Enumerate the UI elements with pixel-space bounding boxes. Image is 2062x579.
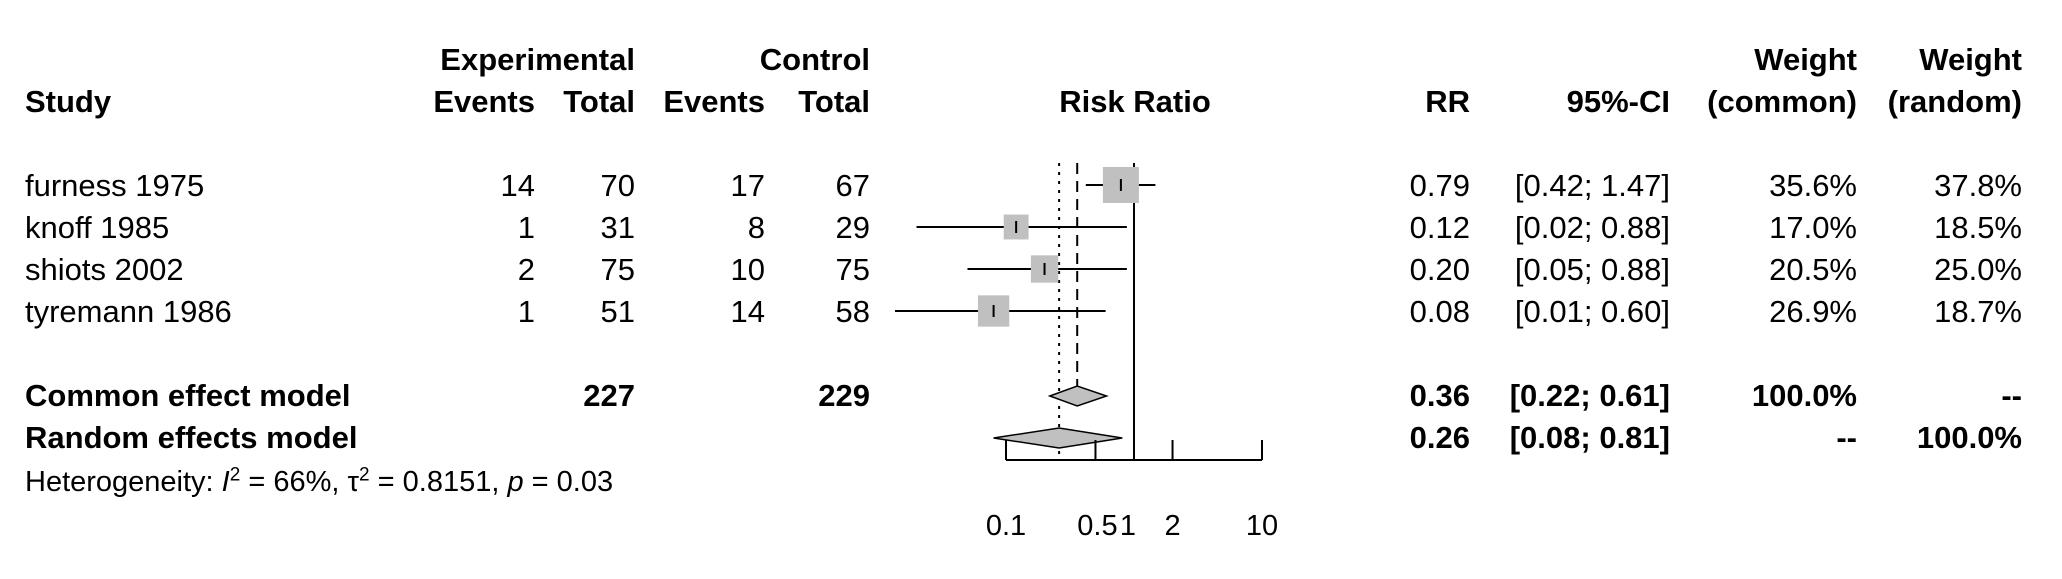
x-axis-tick-label: 2	[1164, 510, 1180, 542]
ci-value: [0.02; 0.88]	[1514, 210, 1670, 245]
common-exp-total: 227	[583, 378, 635, 413]
rr-value: 0.08	[1409, 294, 1470, 329]
ctrl-total: 58	[835, 294, 870, 329]
common-ctrl-total: 229	[818, 378, 870, 413]
common-weight-random: --	[2001, 378, 2022, 413]
x-axis-tick-label: 0.1	[986, 510, 1026, 542]
ctrl-events: 8	[747, 210, 765, 245]
random-weight-random: 100.0%	[1916, 420, 2022, 455]
exp-events: 1	[517, 210, 535, 245]
header-control: Control	[759, 42, 870, 77]
exp-events: 2	[517, 252, 535, 287]
weight-random-value: 18.5%	[1934, 210, 2022, 245]
header-weight-common: (common)	[1707, 84, 1857, 119]
exp-total: 51	[600, 294, 635, 329]
header-experimental: Experimental	[440, 42, 635, 77]
tau-squared-value: = 0.8151,	[369, 466, 508, 498]
weight-common-value: 20.5%	[1769, 252, 1857, 287]
heterogeneity-text: Heterogeneity: I2 = 66%, τ2 = 0.8151, p …	[25, 465, 614, 498]
ctrl-events: 10	[730, 252, 765, 287]
ctrl-events: 14	[730, 294, 765, 329]
weight-random-value: 25.0%	[1934, 252, 2022, 287]
exp-total: 70	[600, 168, 635, 203]
weight-common-value: 17.0%	[1769, 210, 1857, 245]
i-squared-symbol: I	[221, 466, 230, 498]
random-rr: 0.26	[1409, 420, 1470, 455]
i-squared-value: = 66%,	[240, 466, 348, 498]
common-effect-diamond	[1047, 385, 1109, 407]
rr-value: 0.12	[1409, 210, 1470, 245]
ci-value: [0.42; 1.47]	[1514, 168, 1670, 203]
tau-squared-symbol: τ	[347, 466, 359, 498]
exp-total: 75	[600, 252, 635, 287]
common-rr: 0.36	[1409, 378, 1470, 413]
header-risk-ratio: Risk Ratio	[1059, 84, 1211, 119]
x-axis-tick-label: 1	[1120, 510, 1136, 542]
header-ctrl-total: Total	[798, 84, 870, 119]
p-symbol: p	[507, 466, 524, 498]
ctrl-total: 29	[835, 210, 870, 245]
common-weight-common: 100.0%	[1751, 378, 1857, 413]
ctrl-total: 67	[835, 168, 870, 203]
common-model-name: Common effect model	[25, 378, 351, 413]
header-weight-random: (random)	[1887, 84, 2022, 119]
exp-events: 14	[500, 168, 535, 203]
weight-common-value: 26.9%	[1769, 294, 1857, 329]
header-ci: 95%-CI	[1566, 84, 1670, 119]
ci-value: [0.05; 0.88]	[1514, 252, 1670, 287]
weight-random-value: 37.8%	[1934, 168, 2022, 203]
ctrl-total: 75	[835, 252, 870, 287]
random-model-name: Random effects model	[25, 420, 358, 455]
rr-value: 0.79	[1409, 168, 1470, 203]
study-name: knoff 1985	[25, 210, 170, 245]
study-name: tyremann 1986	[25, 294, 232, 329]
exp-events: 1	[517, 294, 535, 329]
header-weight-common-title: Weight	[1754, 42, 1857, 77]
header-exp-total: Total	[563, 84, 635, 119]
i-squared-sup: 2	[229, 464, 241, 486]
tau-squared-sup: 2	[359, 464, 370, 486]
p-value: = 0.03	[523, 466, 614, 498]
x-axis-tick-label: 10	[1246, 510, 1278, 542]
study-name: furness 1975	[25, 168, 205, 203]
exp-total: 31	[600, 210, 635, 245]
ctrl-events: 17	[730, 168, 765, 203]
weight-random-value: 18.7%	[1934, 294, 2022, 329]
random-ci: [0.08; 0.81]	[1509, 420, 1670, 455]
header-study: Study	[25, 84, 112, 119]
x-axis-tick-label: 0.5	[1077, 510, 1117, 542]
ci-value: [0.01; 0.60]	[1514, 294, 1670, 329]
random-weight-common: --	[1836, 420, 1857, 455]
header-exp-events: Events	[433, 84, 535, 119]
header-weight-random-title: Weight	[1919, 42, 2022, 77]
study-name: shiots 2002	[25, 252, 184, 287]
header-rr: RR	[1425, 84, 1470, 119]
heterogeneity-prefix: Heterogeneity:	[25, 466, 222, 498]
header-ctrl-events: Events	[663, 84, 765, 119]
common-ci: [0.22; 0.61]	[1509, 378, 1670, 413]
weight-common-value: 35.6%	[1769, 168, 1857, 203]
random-effects-diamond	[993, 427, 1123, 449]
rr-value: 0.20	[1409, 252, 1470, 287]
